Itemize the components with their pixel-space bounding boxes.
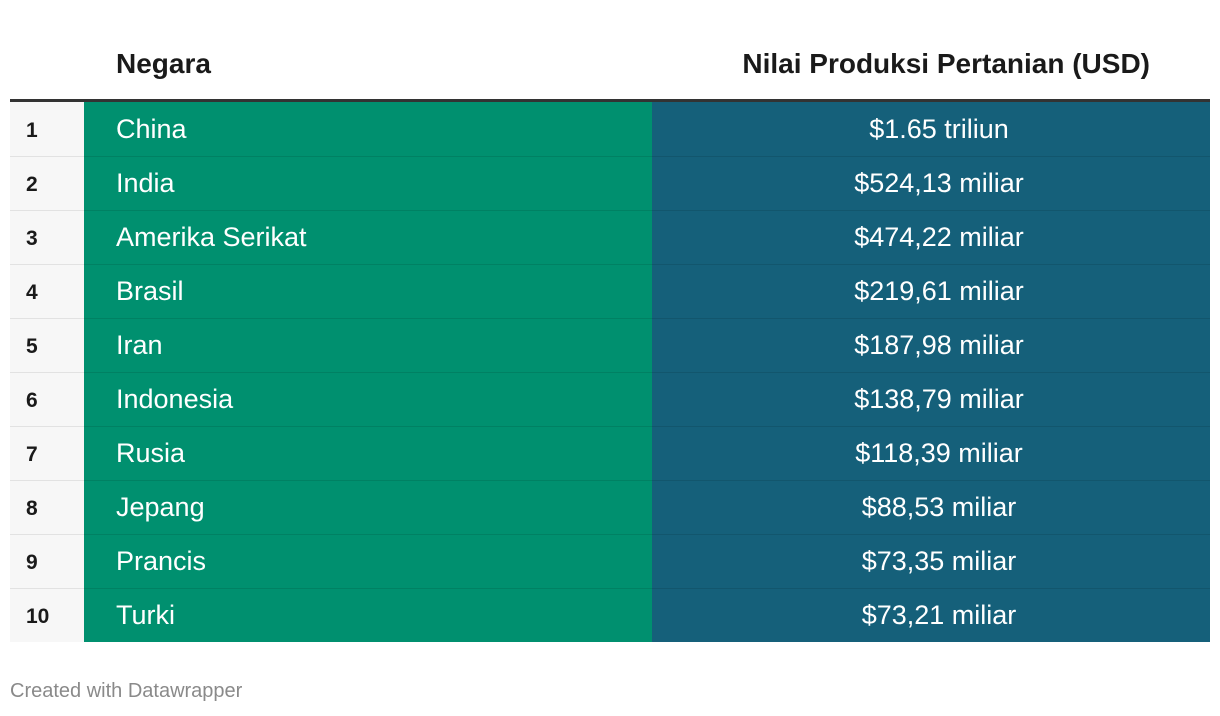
value-label: $138,79 miliar <box>854 384 1024 414</box>
rank-cell <box>10 210 84 264</box>
header-divider <box>10 99 1210 102</box>
rank-label: 5 <box>26 335 38 358</box>
country-label: Iran <box>116 330 163 360</box>
rank-label: 1 <box>26 119 38 142</box>
data-table: Negara Nilai Produksi Pertanian (USD) 1 Chi… <box>10 48 1210 642</box>
country-label: India <box>116 168 176 198</box>
country-cell <box>84 318 652 372</box>
country-cell <box>84 156 652 210</box>
country-label: Indonesia <box>116 384 234 414</box>
rank-cell <box>10 480 84 534</box>
country-label: Jepang <box>116 492 205 522</box>
rank-label: 8 <box>26 497 38 520</box>
country-label: Turki <box>116 600 175 630</box>
value-cell <box>652 372 1210 426</box>
rank-label: 10 <box>26 605 49 628</box>
footer-credit: Created with Datawrapper <box>10 680 243 702</box>
value-label: $1.65 triliun <box>869 114 1009 144</box>
rank-label: 3 <box>26 227 38 250</box>
country-cell <box>84 372 652 426</box>
rank-cell <box>10 264 84 318</box>
country-cell <box>84 264 652 318</box>
country-cell <box>84 210 652 264</box>
rank-cell <box>10 588 84 642</box>
country-label: Amerika Serikat <box>116 222 307 252</box>
rank-label: 2 <box>26 173 38 196</box>
country-label: China <box>116 114 188 144</box>
value-cell <box>652 102 1210 156</box>
rank-cell <box>10 426 84 480</box>
column-header-country: Negara <box>116 48 211 79</box>
rank-label: 6 <box>26 389 38 412</box>
rank-label: 4 <box>26 281 38 304</box>
rank-label: 9 <box>26 551 38 574</box>
value-label: $524,13 miliar <box>854 168 1024 198</box>
column-header-value: Nilai Produksi Pertanian (USD) <box>742 48 1150 79</box>
value-cell <box>652 480 1210 534</box>
country-label: Prancis <box>116 546 206 576</box>
value-cell <box>652 156 1210 210</box>
country-cell <box>84 588 652 642</box>
value-cell <box>652 588 1210 642</box>
rank-cell <box>10 534 84 588</box>
value-label: $73,35 miliar <box>862 546 1017 576</box>
rank-label: 7 <box>26 443 38 466</box>
value-cell <box>652 426 1210 480</box>
value-label: $73,21 miliar <box>862 600 1017 630</box>
country-label: Brasil <box>116 276 184 306</box>
value-label: $88,53 miliar <box>862 492 1017 522</box>
country-cell <box>84 480 652 534</box>
value-label: $187,98 miliar <box>854 330 1024 360</box>
value-cell <box>652 264 1210 318</box>
value-cell <box>652 318 1210 372</box>
value-cell <box>652 210 1210 264</box>
value-cell <box>652 534 1210 588</box>
value-label: $474,22 miliar <box>854 222 1024 252</box>
rank-cell <box>10 102 84 156</box>
country-cell <box>84 102 652 156</box>
country-cell <box>84 426 652 480</box>
country-cell <box>84 534 652 588</box>
rank-cell <box>10 372 84 426</box>
rank-cell <box>10 318 84 372</box>
country-label: Rusia <box>116 438 186 468</box>
value-label: $118,39 miliar <box>855 438 1023 468</box>
rank-cell <box>10 156 84 210</box>
value-label: $219,61 miliar <box>854 276 1024 306</box>
